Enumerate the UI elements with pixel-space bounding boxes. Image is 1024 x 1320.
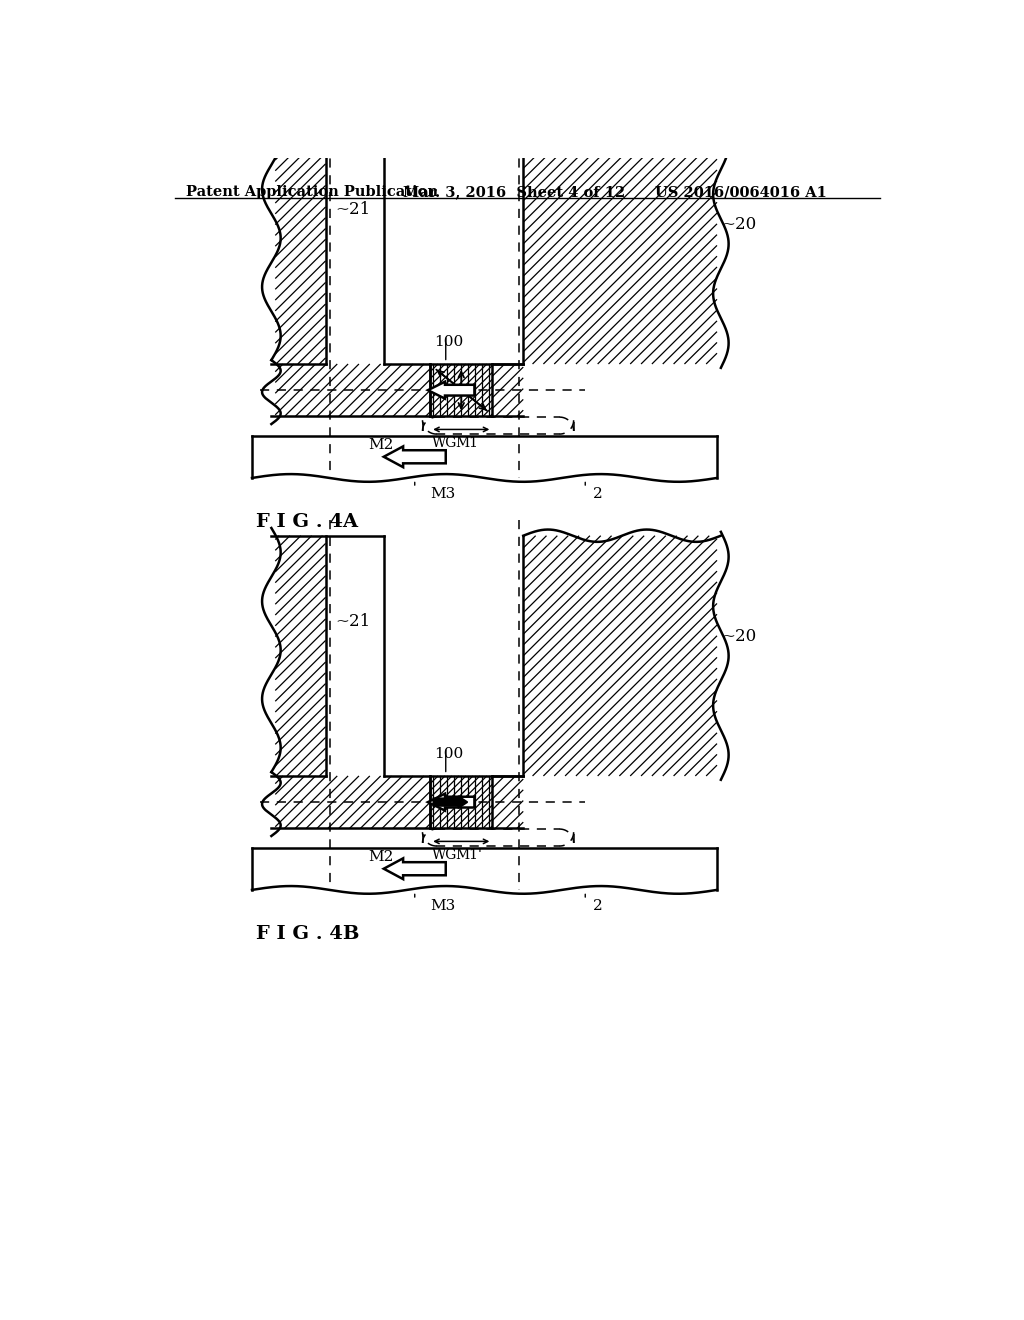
FancyArrow shape: [433, 796, 467, 808]
FancyArrow shape: [428, 793, 474, 810]
Text: Mar. 3, 2016  Sheet 4 of 12: Mar. 3, 2016 Sheet 4 of 12: [403, 185, 626, 199]
Text: 100: 100: [434, 335, 464, 348]
Bar: [430, 776, 493, 829]
FancyArrow shape: [428, 381, 474, 399]
Text: US 2016/0064016 A1: US 2016/0064016 A1: [655, 185, 826, 199]
Text: M1': M1': [455, 847, 482, 862]
FancyArrow shape: [384, 858, 445, 879]
Text: M3: M3: [430, 899, 456, 913]
Bar: [430, 364, 493, 416]
Text: 2: 2: [593, 487, 603, 502]
Text: ~20: ~20: [721, 628, 756, 645]
Text: M3: M3: [430, 487, 456, 502]
Text: 2: 2: [593, 899, 603, 913]
Text: ~21: ~21: [335, 201, 370, 218]
Text: ~20: ~20: [721, 216, 756, 234]
Text: WG: WG: [432, 436, 457, 450]
Text: ~21: ~21: [335, 612, 370, 630]
Text: M2: M2: [369, 438, 393, 451]
Text: F I G . 4B: F I G . 4B: [256, 924, 359, 942]
Text: F I G . 4A: F I G . 4A: [256, 512, 357, 531]
Text: WG: WG: [432, 847, 457, 862]
Text: 100: 100: [434, 747, 464, 760]
Text: M2: M2: [369, 850, 393, 863]
Text: M1: M1: [455, 436, 478, 450]
Text: Patent Application Publication: Patent Application Publication: [186, 185, 438, 199]
FancyArrow shape: [384, 446, 445, 467]
